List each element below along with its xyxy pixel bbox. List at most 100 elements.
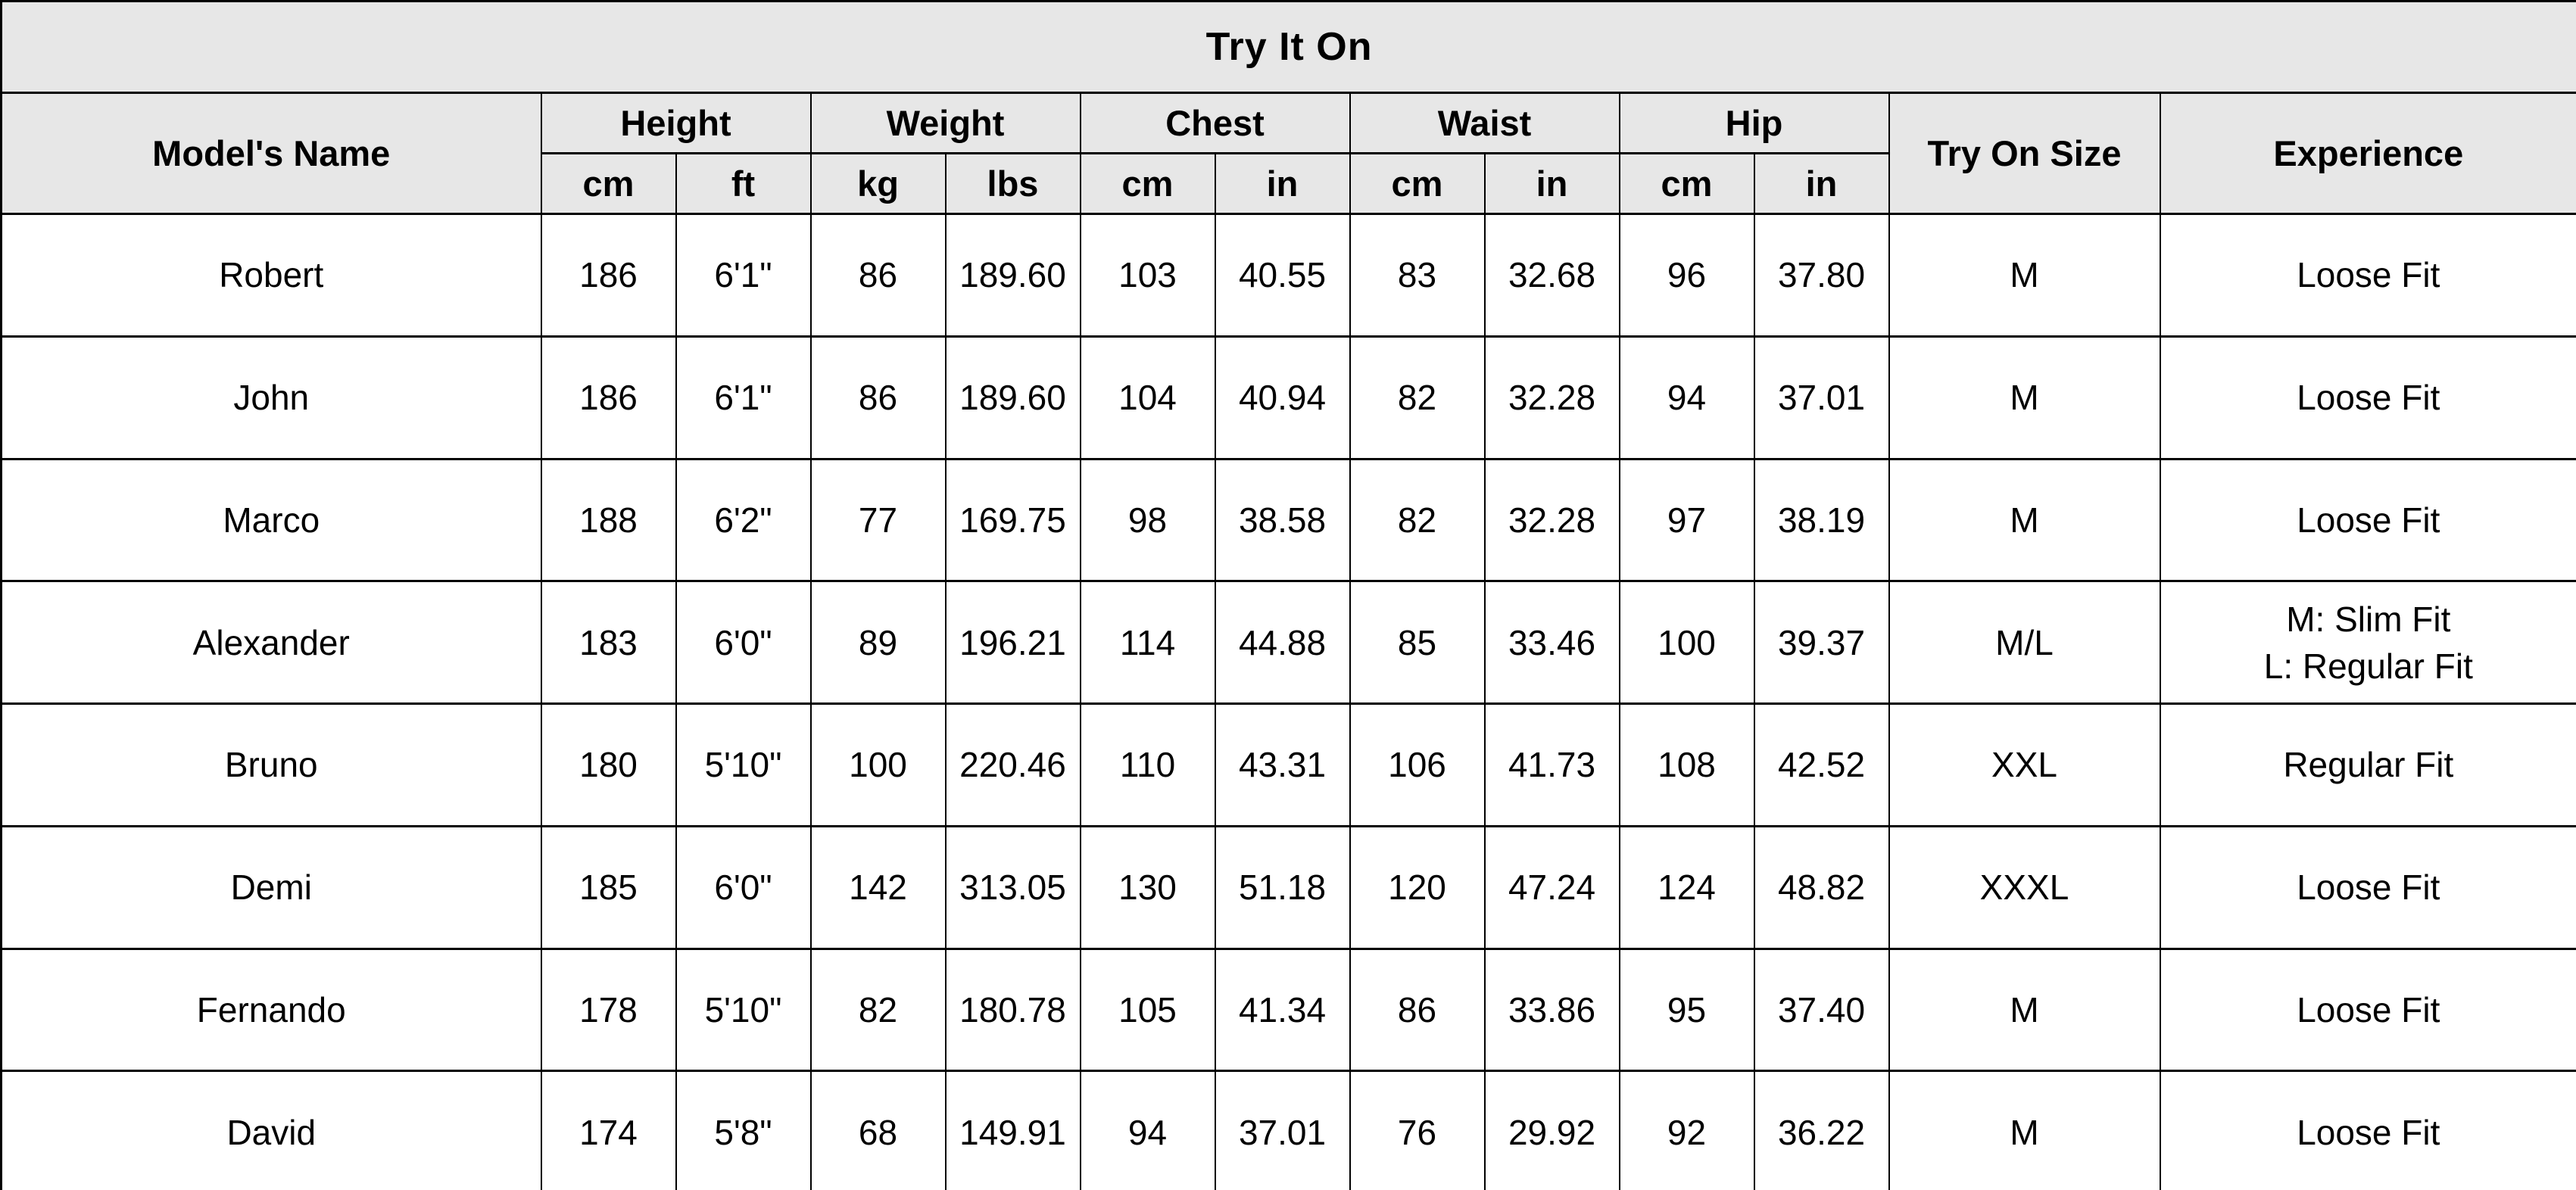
- cell-hip-cm: 96: [1618, 213, 1755, 338]
- col-header-hip: Hip: [1618, 92, 1890, 154]
- cell-weight-kg: 86: [809, 213, 947, 338]
- cell-chest-in: 51.18: [1214, 824, 1351, 950]
- cell-height-cm: 183: [540, 580, 677, 705]
- cell-hip-in: 37.01: [1753, 335, 1890, 460]
- cell-chest-in: 41.34: [1214, 947, 1351, 1073]
- cell-hip-in: 37.40: [1753, 947, 1890, 1073]
- cell-hip-in: 39.37: [1753, 580, 1890, 705]
- cell-chest-in: 44.88: [1214, 580, 1351, 705]
- header-unit-row: cm ft kg lbs cm in cm in cm in: [2, 152, 2576, 215]
- unit-weight-kg: kg: [809, 152, 947, 215]
- col-header-height: Height: [540, 92, 812, 154]
- cell-waist-cm: 82: [1349, 457, 1486, 583]
- cell-chest-in: 43.31: [1214, 702, 1351, 827]
- cell-try-on-size: M: [1888, 457, 2161, 583]
- cell-experience: Loose Fit: [2159, 824, 2576, 950]
- cell-experience: Loose Fit: [2159, 947, 2576, 1073]
- cell-chest-in: 38.58: [1214, 457, 1351, 583]
- cell-chest-in: 40.55: [1214, 213, 1351, 338]
- table-row: Robert 186 6'1" 86 189.60 103 40.55 83 3…: [0, 213, 2576, 338]
- cell-chest-cm: 94: [1079, 1070, 1216, 1190]
- cell-waist-cm: 86: [1349, 947, 1486, 1073]
- col-header-model-name: Model's Name: [0, 92, 542, 215]
- cell-waist-cm: 83: [1349, 213, 1486, 338]
- cell-height-cm: 186: [540, 335, 677, 460]
- cell-waist-in: 32.68: [1483, 213, 1620, 338]
- cell-waist-cm: 82: [1349, 335, 1486, 460]
- cell-weight-kg: 77: [809, 457, 947, 583]
- unit-weight-lbs: lbs: [944, 152, 1081, 215]
- cell-waist-cm: 120: [1349, 824, 1486, 950]
- cell-chest-in: 40.94: [1214, 335, 1351, 460]
- cell-hip-cm: 97: [1618, 457, 1755, 583]
- table-row: Demi 185 6'0" 142 313.05 130 51.18 120 4…: [0, 824, 2576, 950]
- cell-weight-kg: 82: [809, 947, 947, 1073]
- table-row: Bruno 180 5'10" 100 220.46 110 43.31 106…: [0, 702, 2576, 827]
- cell-try-on-size: XXL: [1888, 702, 2161, 827]
- cell-weight-kg: 142: [809, 824, 947, 950]
- cell-chest-cm: 110: [1079, 702, 1216, 827]
- cell-hip-cm: 92: [1618, 1070, 1755, 1190]
- table-row: John 186 6'1" 86 189.60 104 40.94 82 32.…: [0, 335, 2576, 460]
- col-header-waist: Waist: [1349, 92, 1620, 154]
- cell-weight-kg: 68: [809, 1070, 947, 1190]
- cell-experience: Loose Fit: [2159, 457, 2576, 583]
- cell-height-ft: 6'0": [675, 580, 812, 705]
- cell-chest-cm: 104: [1079, 335, 1216, 460]
- cell-height-ft: 6'1": [675, 335, 812, 460]
- cell-waist-cm: 76: [1349, 1070, 1486, 1190]
- cell-hip-cm: 94: [1618, 335, 1755, 460]
- cell-model-name: David: [0, 1070, 542, 1190]
- cell-weight-lbs: 169.75: [944, 457, 1081, 583]
- cell-experience: Loose Fit: [2159, 335, 2576, 460]
- cell-hip-in: 38.19: [1753, 457, 1890, 583]
- cell-waist-in: 33.46: [1483, 580, 1620, 705]
- cell-height-cm: 185: [540, 824, 677, 950]
- cell-chest-in: 37.01: [1214, 1070, 1351, 1190]
- header-group-row: Model's Name Height Weight Chest Waist H…: [0, 92, 2576, 215]
- cell-weight-lbs: 220.46: [944, 702, 1081, 827]
- cell-weight-lbs: 189.60: [944, 213, 1081, 338]
- cell-waist-in: 29.92: [1483, 1070, 1620, 1190]
- col-header-try-on-size: Try On Size: [1888, 92, 2161, 215]
- cell-weight-kg: 89: [809, 580, 947, 705]
- cell-weight-lbs: 196.21: [944, 580, 1081, 705]
- unit-waist-in: in: [1483, 152, 1620, 215]
- unit-height-ft: ft: [675, 152, 812, 215]
- cell-weight-kg: 100: [809, 702, 947, 827]
- cell-height-cm: 188: [540, 457, 677, 583]
- table-title: Try It On: [0, 0, 2576, 94]
- cell-height-ft: 6'1": [675, 213, 812, 338]
- cell-try-on-size: M: [1888, 1070, 2161, 1190]
- table-row: David 174 5'8" 68 149.91 94 37.01 76 29.…: [0, 1070, 2576, 1190]
- cell-experience: Loose Fit: [2159, 1070, 2576, 1190]
- cell-model-name: John: [0, 335, 542, 460]
- cell-hip-cm: 124: [1618, 824, 1755, 950]
- cell-experience: Loose Fit: [2159, 213, 2576, 338]
- title-row: Try It On: [0, 0, 2576, 94]
- cell-hip-in: 37.80: [1753, 213, 1890, 338]
- cell-model-name: Demi: [0, 824, 542, 950]
- cell-height-ft: 6'2": [675, 457, 812, 583]
- cell-waist-cm: 85: [1349, 580, 1486, 705]
- cell-waist-in: 32.28: [1483, 457, 1620, 583]
- col-header-chest: Chest: [1079, 92, 1351, 154]
- cell-chest-cm: 114: [1079, 580, 1216, 705]
- cell-waist-cm: 106: [1349, 702, 1486, 827]
- cell-try-on-size: M: [1888, 335, 2161, 460]
- table-row: Marco 188 6'2" 77 169.75 98 38.58 82 32.…: [0, 457, 2576, 583]
- cell-chest-cm: 103: [1079, 213, 1216, 338]
- cell-model-name: Fernando: [0, 947, 542, 1073]
- cell-try-on-size: M: [1888, 213, 2161, 338]
- unit-chest-cm: cm: [1079, 152, 1216, 215]
- table-row: Alexander 183 6'0" 89 196.21 114 44.88 8…: [0, 580, 2576, 705]
- col-header-weight: Weight: [809, 92, 1081, 154]
- cell-height-ft: 5'10": [675, 702, 812, 827]
- cell-model-name: Marco: [0, 457, 542, 583]
- cell-waist-in: 41.73: [1483, 702, 1620, 827]
- unit-hip-cm: cm: [1618, 152, 1755, 215]
- cell-model-name: Bruno: [0, 702, 542, 827]
- cell-weight-lbs: 189.60: [944, 335, 1081, 460]
